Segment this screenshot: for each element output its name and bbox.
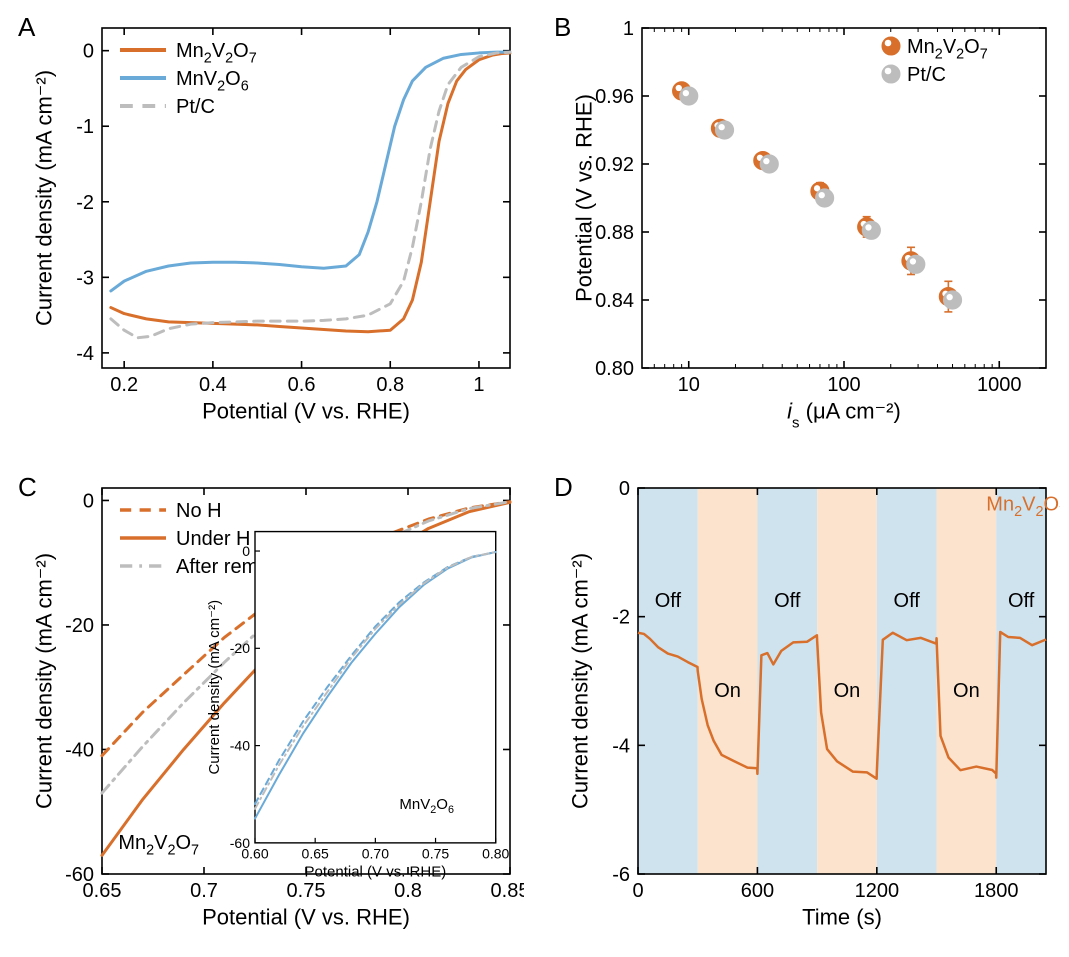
svg-text:1: 1 bbox=[623, 18, 634, 40]
onoff-band bbox=[638, 488, 698, 874]
svg-text:Current density (mA cm⁻²): Current density (mA cm⁻²) bbox=[206, 600, 223, 775]
svg-text:Mn2V2O7: Mn2V2O7 bbox=[118, 832, 199, 859]
onoff-band bbox=[757, 488, 817, 874]
svg-text:0: 0 bbox=[83, 490, 94, 512]
svg-text:0: 0 bbox=[242, 543, 250, 559]
svg-text:Current density (mA cm⁻²): Current density (mA cm⁻²) bbox=[31, 70, 56, 326]
svg-text:0.6: 0.6 bbox=[288, 374, 316, 396]
svg-text:MnV2O6: MnV2O6 bbox=[176, 68, 249, 95]
panel-d: 0 600 1200 1800 -6 -4 -2 0 Time (s) Current densi… bbox=[550, 468, 1060, 948]
svg-text:-6: -6 bbox=[612, 864, 630, 886]
svg-text:0: 0 bbox=[83, 41, 94, 63]
svg-text:Time (s): Time (s) bbox=[802, 905, 882, 930]
svg-text:No H: No H bbox=[176, 500, 222, 522]
scatter-point bbox=[716, 121, 734, 139]
svg-text:Mn2V2O7: Mn2V2O7 bbox=[176, 40, 257, 67]
legend-marker bbox=[882, 65, 900, 83]
svg-text:Pt/C: Pt/C bbox=[176, 96, 215, 118]
scatter-point bbox=[862, 221, 880, 239]
panel-c: 0.65 0.7 0.75 0.8 0.85 -60 -40 -20 0 Potential (V… bbox=[14, 468, 524, 948]
onoff-label: On bbox=[953, 680, 980, 702]
figure-root: A 0.20.40.60.81-4-3-2-10Potential (V vs.… bbox=[0, 0, 1069, 957]
svg-text:1800: 1800 bbox=[974, 880, 1019, 902]
onoff-label: Off bbox=[1008, 590, 1035, 612]
svg-text:-40: -40 bbox=[65, 739, 94, 761]
svg-text:0.75: 0.75 bbox=[287, 880, 326, 902]
svg-text:Potential (V vs. RHE): Potential (V vs. RHE) bbox=[571, 94, 596, 302]
svg-text:Potential (V vs. RHE): Potential (V vs. RHE) bbox=[305, 863, 447, 880]
svg-text:0.75: 0.75 bbox=[422, 845, 449, 861]
svg-text:-4: -4 bbox=[76, 343, 94, 365]
onoff-label: Off bbox=[774, 590, 801, 612]
onoff-band bbox=[877, 488, 937, 874]
svg-text:0.80: 0.80 bbox=[595, 358, 634, 380]
svg-text:0.96: 0.96 bbox=[595, 86, 634, 108]
svg-text:Mn2V2O7: Mn2V2O7 bbox=[907, 36, 988, 63]
svg-text:Pt/C: Pt/C bbox=[907, 64, 946, 86]
svg-text:Potential (V vs. RHE): Potential (V vs. RHE) bbox=[202, 399, 410, 424]
panel-a: 0.2 0.4 0.6 0.8 1 -4 -3 -2 -1 0 Potential (V vs. R… bbox=[14, 8, 524, 438]
svg-text:-60: -60 bbox=[65, 864, 94, 886]
scatter-point bbox=[907, 255, 925, 273]
svg-text:-2: -2 bbox=[76, 192, 94, 214]
svg-text:-1: -1 bbox=[76, 116, 94, 138]
panel-C-svg: 0.65 0.7 0.75 0.8 0.85 -60 -40 -20 0 Potential (V… bbox=[14, 468, 524, 948]
svg-text:0.2: 0.2 bbox=[110, 374, 138, 396]
svg-text:0.65: 0.65 bbox=[302, 845, 329, 861]
svg-text:0: 0 bbox=[632, 880, 643, 902]
svg-text:1200: 1200 bbox=[855, 880, 900, 902]
panel-B-svg: 10 100 1000 0.80 0.84 0.88 0.92 0.96 1 is (μA cm⁻… bbox=[550, 8, 1060, 438]
svg-text:0.7: 0.7 bbox=[190, 880, 218, 902]
scatter-point bbox=[816, 189, 834, 207]
svg-text:Current density (mA cm⁻²): Current density (mA cm⁻²) bbox=[31, 553, 56, 809]
panel-b: 10 100 1000 0.80 0.84 0.88 0.92 0.96 1 is (μA cm⁻… bbox=[550, 8, 1060, 438]
svg-text:0.70: 0.70 bbox=[362, 845, 389, 861]
scatter-point bbox=[760, 155, 778, 173]
series-Mn2V2O7 bbox=[111, 53, 510, 332]
svg-text:-20: -20 bbox=[65, 615, 94, 637]
svg-text:0.92: 0.92 bbox=[595, 154, 634, 176]
onoff-label: Off bbox=[894, 590, 921, 612]
svg-text:0.8: 0.8 bbox=[394, 880, 422, 902]
scatter-point bbox=[680, 87, 698, 105]
scatter-point bbox=[944, 291, 962, 309]
series-MnV2O6 bbox=[111, 52, 510, 291]
svg-text:1: 1 bbox=[473, 374, 484, 396]
onoff-band bbox=[996, 488, 1046, 874]
panel-D-svg: 0 600 1200 1800 -6 -4 -2 0 Time (s) Current densi… bbox=[550, 468, 1060, 948]
svg-text:600: 600 bbox=[741, 880, 774, 902]
svg-text:0.84: 0.84 bbox=[595, 290, 634, 312]
svg-text:10: 10 bbox=[678, 374, 700, 396]
svg-text:0.4: 0.4 bbox=[199, 374, 227, 396]
svg-text:0.80: 0.80 bbox=[482, 845, 509, 861]
svg-text:Under H: Under H bbox=[176, 528, 250, 550]
svg-text:100: 100 bbox=[827, 374, 860, 396]
panel-A-svg: 0.2 0.4 0.6 0.8 1 -4 -3 -2 -1 0 Potential (V vs. R… bbox=[14, 8, 524, 438]
legend-marker bbox=[882, 37, 900, 55]
svg-text:-40: -40 bbox=[230, 737, 250, 753]
svg-text:Current density (mA cm⁻²): Current density (mA cm⁻²) bbox=[567, 553, 592, 809]
onoff-label: On bbox=[714, 680, 741, 702]
svg-text:-4: -4 bbox=[612, 735, 630, 757]
svg-text:0.85: 0.85 bbox=[491, 880, 524, 902]
svg-text:-20: -20 bbox=[230, 640, 250, 656]
svg-text:0: 0 bbox=[619, 478, 630, 500]
svg-text:0.8: 0.8 bbox=[376, 374, 404, 396]
svg-text:-2: -2 bbox=[612, 607, 630, 629]
onoff-label: On bbox=[834, 680, 861, 702]
svg-text:1000: 1000 bbox=[977, 374, 1022, 396]
svg-text:-60: -60 bbox=[230, 835, 250, 851]
svg-text:is (μA cm⁻²): is (μA cm⁻²) bbox=[787, 399, 901, 432]
svg-text:0.88: 0.88 bbox=[595, 222, 634, 244]
svg-text:Potential (V vs. RHE): Potential (V vs. RHE) bbox=[202, 905, 410, 930]
onoff-label: Off bbox=[655, 590, 682, 612]
svg-text:-3: -3 bbox=[76, 267, 94, 289]
